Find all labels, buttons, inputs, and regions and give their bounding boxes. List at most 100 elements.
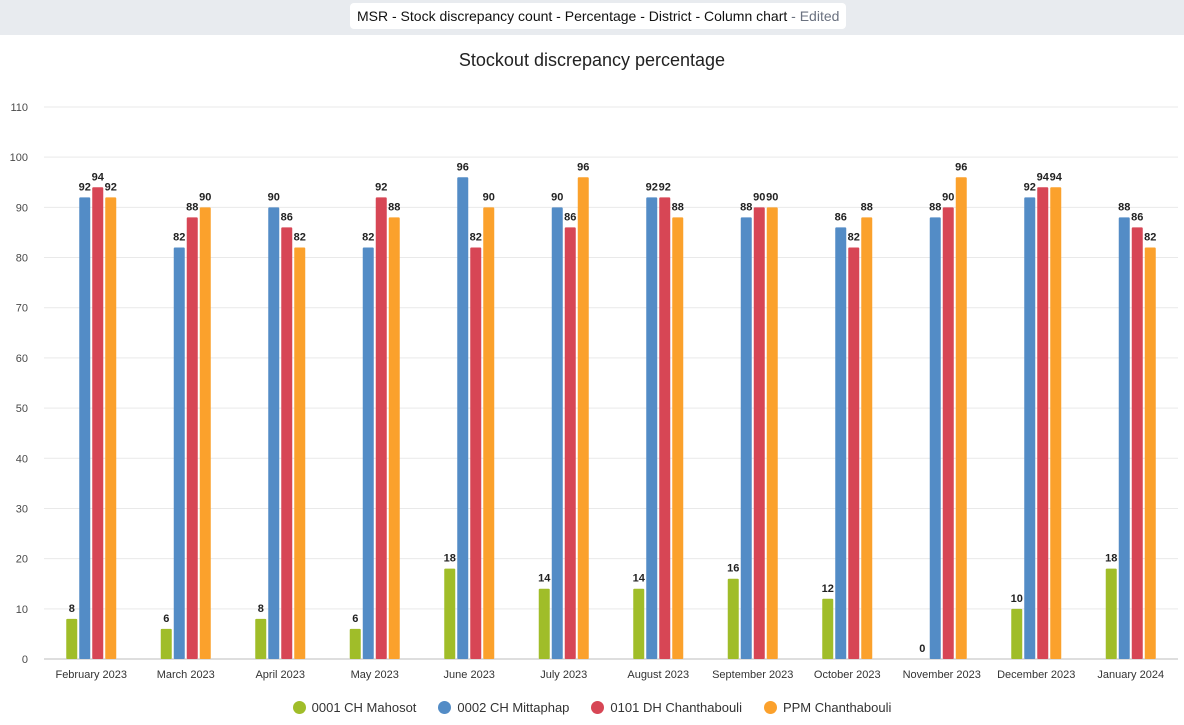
data-label: 88: [1118, 201, 1130, 213]
edited-status: - Edited: [787, 8, 840, 24]
data-label: 82: [294, 232, 306, 244]
bar: [835, 227, 847, 659]
data-label: 18: [444, 553, 456, 565]
bar: [105, 197, 117, 659]
data-label: 16: [727, 563, 739, 575]
y-tick-label: 110: [10, 102, 28, 114]
data-label: 88: [186, 201, 198, 213]
data-label: 92: [659, 181, 671, 193]
data-label: 90: [551, 191, 563, 203]
bar: [281, 227, 293, 659]
x-tick-label: June 2023: [444, 669, 495, 681]
bar: [362, 247, 374, 659]
data-label: 92: [375, 181, 387, 193]
data-label: 90: [753, 191, 765, 203]
x-tick-label: October 2023: [814, 669, 881, 681]
bar: [766, 207, 778, 659]
data-label: 96: [955, 161, 967, 173]
y-tick-label: 80: [16, 253, 28, 265]
bar: [1131, 227, 1143, 659]
legend-label: 0001 CH Mahosot: [311, 699, 417, 715]
bar: [727, 578, 739, 659]
data-label: 88: [388, 201, 400, 213]
bar: [1037, 187, 1049, 660]
legend-swatch: [438, 700, 452, 714]
legend-label: PPM Chanthabouli: [782, 699, 892, 715]
data-label: 96: [577, 161, 589, 173]
y-tick-label: 90: [16, 202, 28, 214]
x-tick-label: January 2024: [1097, 669, 1164, 681]
x-tick-label: September 2023: [712, 669, 793, 681]
legend-item[interactable]: 0101 DH Chanthabouli: [591, 697, 742, 717]
bar: [633, 588, 645, 659]
legend-item[interactable]: PPM Chanthabouli: [763, 697, 892, 717]
data-label: 90: [199, 191, 211, 203]
bar: [444, 568, 456, 659]
bar: [349, 628, 361, 659]
data-label: 82: [470, 232, 482, 244]
bar: [1050, 187, 1062, 660]
bar: [564, 227, 576, 659]
data-label: 6: [352, 613, 358, 625]
data-label: 86: [564, 211, 576, 223]
bar: [848, 247, 860, 659]
x-tick-label: May 2023: [351, 669, 399, 681]
bar: [538, 588, 550, 659]
bar: [551, 207, 563, 659]
y-tick-label: 30: [16, 503, 28, 515]
data-label: 14: [538, 573, 551, 585]
top-bar: MSR - Stock discrepancy count - Percenta…: [0, 0, 1184, 35]
data-label: 92: [105, 181, 117, 193]
chart-title: Stockout discrepancy percentage: [458, 50, 726, 70]
bar: [577, 177, 589, 659]
bar: [160, 628, 172, 659]
x-tick-label: November 2023: [903, 669, 981, 681]
data-label: 92: [1024, 181, 1036, 193]
data-label: 82: [173, 232, 185, 244]
bar: [173, 247, 185, 659]
bar: [659, 197, 671, 659]
bar: [740, 217, 752, 659]
bar: [646, 197, 658, 659]
data-label: 92: [646, 181, 658, 193]
y-tick-label: 40: [16, 453, 28, 465]
data-label: 86: [1131, 211, 1143, 223]
bar: [1144, 247, 1156, 659]
legend-swatch: [292, 700, 306, 714]
bar: [375, 197, 387, 659]
bar: [268, 207, 280, 659]
bar: [822, 598, 834, 659]
bar: [1118, 217, 1130, 659]
data-label: 0: [919, 643, 925, 655]
bar: [483, 207, 495, 659]
data-label: 90: [268, 191, 280, 203]
legend-label: 0101 DH Chanthabouli: [610, 699, 742, 715]
visualization-title[interactable]: MSR - Stock discrepancy count - Percenta…: [350, 3, 847, 29]
y-tick-label: 50: [16, 403, 28, 415]
bar: [186, 217, 198, 659]
x-tick-label: March 2023: [157, 669, 215, 681]
x-tick-label: February 2023: [55, 669, 127, 681]
bar: [294, 247, 306, 659]
data-label: 86: [835, 211, 847, 223]
bar: [942, 207, 954, 659]
y-tick-label: 20: [16, 554, 28, 566]
y-tick-label: 100: [10, 152, 28, 164]
data-label: 92: [79, 181, 91, 193]
bar: [753, 207, 765, 659]
data-label: 82: [848, 232, 860, 244]
data-label: 88: [861, 201, 873, 213]
x-tick-label: July 2023: [540, 669, 587, 681]
legend-item[interactable]: 0001 CH Mahosot: [292, 697, 417, 717]
data-label: 90: [942, 191, 954, 203]
x-tick-label: December 2023: [997, 669, 1075, 681]
y-tick-label: 0: [22, 654, 28, 666]
data-label: 82: [362, 232, 374, 244]
y-tick-label: 60: [16, 353, 28, 365]
bar: [861, 217, 873, 659]
bar: [955, 177, 967, 659]
bar: [1105, 568, 1117, 659]
legend-item[interactable]: 0002 CH Mittaphap: [438, 697, 569, 717]
x-tick-label: April 2023: [255, 669, 305, 681]
